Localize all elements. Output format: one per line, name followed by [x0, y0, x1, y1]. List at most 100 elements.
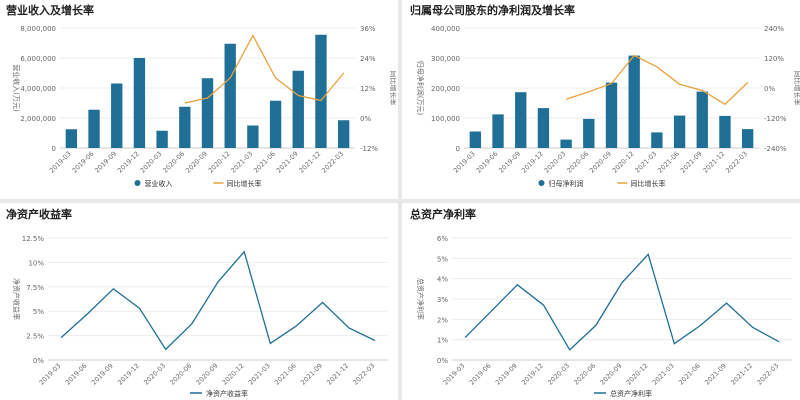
x-tick-label: 2020-09: [195, 362, 220, 387]
x-tick-label: 2019-03: [38, 362, 63, 387]
bar: [179, 106, 191, 148]
y2-tick-label: -12%: [360, 145, 378, 153]
x-tick-label: 2019-06: [64, 362, 89, 387]
y-tick-label: 5%: [33, 308, 44, 316]
legend-label: 归母净利润: [549, 179, 584, 188]
x-tick-label: 2022-03: [320, 150, 345, 175]
x-tick-label: 2019-06: [468, 362, 493, 387]
y-tick-label: 2,000,000: [20, 115, 56, 123]
x-tick-label: 2019-03: [48, 150, 73, 175]
bar: [651, 132, 663, 148]
bar: [696, 91, 708, 148]
bar: [673, 115, 686, 148]
y-axis-label: 净资产收益率: [12, 278, 21, 320]
bar: [247, 125, 259, 148]
bar: [111, 83, 123, 148]
legend-marker: [134, 180, 141, 186]
bar: [628, 55, 640, 148]
x-tick-label: 2021-09: [679, 150, 704, 175]
net-profit-growth-panel: 0 100,000 200,000 300,000 400,000 -240% -120% 0…: [404, 0, 800, 198]
legend-label: 同比增长率: [631, 179, 666, 188]
bar: [337, 120, 350, 148]
y-tick-label: 400,000: [431, 25, 460, 33]
y-tick-label: 10%: [28, 259, 44, 267]
y-tick-label: 300,000: [431, 55, 460, 63]
bar: [133, 58, 146, 148]
y-tick-label: 100,000: [431, 115, 460, 123]
legend-marker: [538, 180, 545, 186]
y-tick-label: 2.5%: [26, 333, 44, 341]
y-tick-label: 200,000: [431, 85, 460, 93]
x-tick-label: 2020-06: [161, 150, 186, 175]
y2-tick-label: 0%: [360, 115, 371, 123]
x-tick-label: 2021-12: [702, 150, 727, 175]
legend-label: 总资产净利率: [610, 389, 652, 398]
y2-tick-label: -120%: [764, 115, 787, 123]
x-tick-label: 2020-09: [588, 150, 613, 175]
bar: [469, 131, 482, 148]
x-tick-label: 2020-03: [139, 150, 164, 175]
x-tick-label: 2019-09: [93, 150, 118, 175]
x-tick-label: 2021-09: [703, 362, 728, 387]
x-tick-label: 2021-03: [229, 150, 254, 175]
y-tick-label: 4%: [437, 276, 448, 284]
y2-tick-label: 120%: [764, 55, 784, 63]
x-tick-label: 2021-06: [273, 362, 298, 387]
series-line: [184, 34, 345, 104]
bar: [741, 129, 754, 148]
y2-tick-label: -240%: [764, 145, 787, 153]
y-tick-label: 7.5%: [26, 284, 44, 292]
x-tick-label: 2021-09: [299, 362, 324, 387]
horizontal-divider: [0, 199, 800, 203]
x-tick-label: 2020-06: [565, 150, 590, 175]
x-tick-label: 2020-12: [625, 362, 650, 387]
x-tick-label: 2021-12: [298, 150, 323, 175]
bar: [515, 92, 527, 148]
x-tick-label: 2019-12: [520, 362, 545, 387]
x-tick-label: 2021-03: [651, 362, 676, 387]
y2-axis-label: 同比增长率: [793, 71, 800, 106]
revenue-growth-chart: 0 2,000,000 4,000,000 6,000,000 8,000,000 -12…: [12, 25, 396, 188]
y-tick-label: 5%: [437, 255, 448, 263]
x-tick-label: 2021-06: [252, 150, 277, 175]
x-tick-label: 2020-06: [572, 362, 597, 387]
net-profit-growth-chart: 0 100,000 200,000 300,000 400,000 -240% -120% 0…: [416, 25, 800, 188]
x-tick-label: 2019-12: [116, 150, 141, 175]
x-tick-label: 2019-09: [497, 150, 522, 175]
x-tick-label: 2022-03: [755, 362, 780, 387]
revenue-growth-panel: 0 2,000,000 4,000,000 6,000,000 8,000,000 -12…: [0, 0, 396, 198]
x-tick-label: 2020-09: [599, 362, 624, 387]
bar: [292, 70, 304, 148]
bar: [583, 118, 595, 148]
y-tick-label: 0%: [437, 357, 448, 365]
x-tick-label: 2020-12: [207, 150, 232, 175]
x-tick-label: 2019-12: [520, 150, 545, 175]
y-tick-label: 1%: [437, 337, 448, 345]
y-tick-label: 4,000,000: [20, 85, 56, 93]
y-tick-label: 0: [52, 145, 56, 153]
series-line: [464, 253, 780, 351]
roe-chart: 0% 2.5% 5% 7.5% 10% 12.5% 净资产收益率 2019-03 2019-06…: [12, 235, 388, 398]
legend-label: 净资产收益率: [206, 389, 248, 398]
bar: [88, 109, 100, 148]
x-tick-label: 2020-03: [142, 362, 167, 387]
x-tick-label: 2021-09: [275, 150, 300, 175]
y-tick-label: 0: [456, 145, 460, 153]
roa-chart: 0% 1% 2% 3% 4% 5% 6% 总资产净利率 2019-03 2019-06 2019-0…: [416, 235, 792, 398]
roe-panel: 0% 2.5% 5% 7.5% 10% 12.5% 净资产收益率 2019-03 2019-06…: [0, 204, 396, 400]
y-tick-label: 6,000,000: [20, 55, 56, 63]
bar: [719, 115, 731, 148]
x-tick-label: 2020-09: [184, 150, 209, 175]
y-tick-label: 12.5%: [22, 235, 45, 243]
legend-label: 营业收入: [145, 179, 173, 188]
y2-tick-label: 12%: [360, 85, 376, 93]
x-tick-label: 2022-03: [351, 362, 376, 387]
x-tick-label: 2020-03: [546, 362, 571, 387]
panel-title: 总资产净利率: [410, 208, 476, 221]
x-tick-label: 2019-09: [494, 362, 519, 387]
y-tick-label: 6%: [437, 235, 448, 243]
x-tick-label: 2021-03: [633, 150, 658, 175]
y-tick-label: 3%: [437, 296, 448, 304]
x-tick-label: 2020-12: [611, 150, 636, 175]
panel-title: 净资产收益率: [6, 208, 72, 221]
